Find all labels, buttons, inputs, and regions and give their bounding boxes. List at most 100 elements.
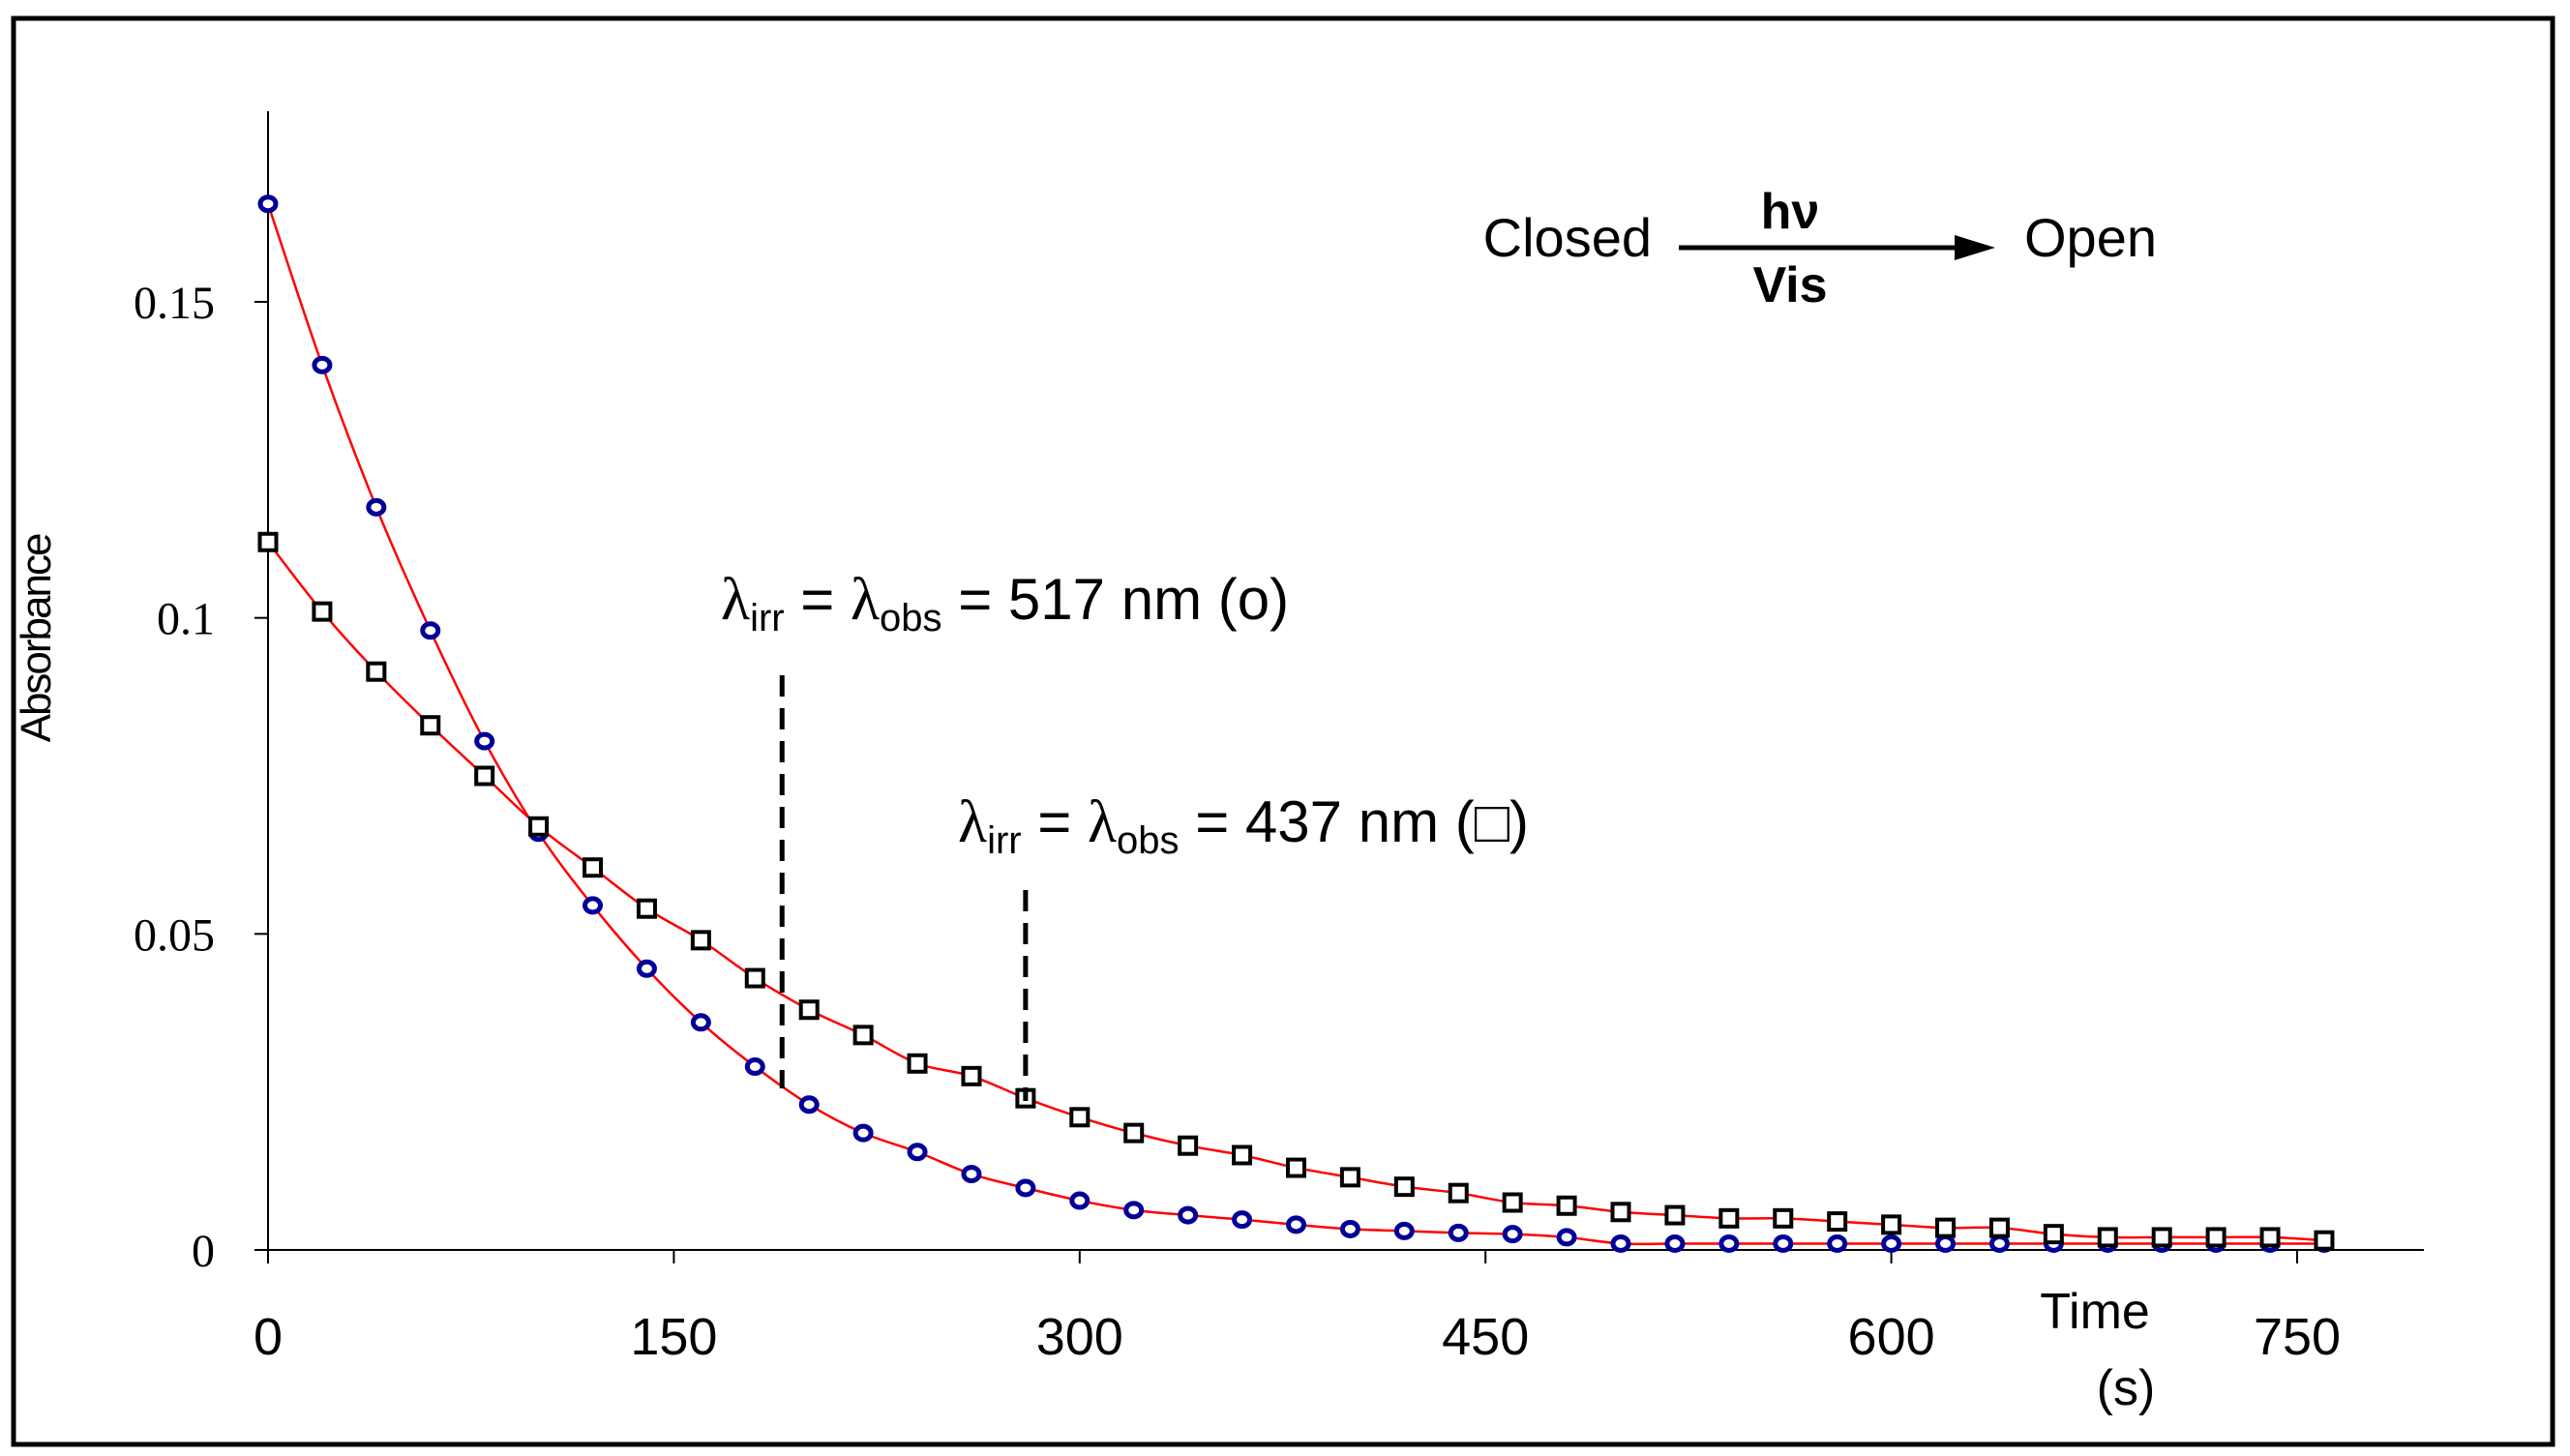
- y-tick-label: 0.1: [157, 594, 215, 645]
- label-517: λirr = λobs = 517 nm (o): [721, 567, 1289, 639]
- data-point-square: [1448, 1182, 1469, 1203]
- data-point-circle: [690, 1013, 711, 1032]
- label-437-sub1: irr: [987, 819, 1022, 862]
- data-point-square: [583, 857, 604, 878]
- data-point-square: [2205, 1227, 2226, 1248]
- data-point-circle: [312, 355, 333, 374]
- data-point-square: [2097, 1227, 2118, 1248]
- data-point-square: [2259, 1227, 2281, 1248]
- data-point-square: [312, 601, 333, 622]
- reaction-to: Open: [2024, 207, 2157, 268]
- data-point-circle: [1339, 1219, 1360, 1238]
- data-point-circle: [1664, 1233, 1686, 1253]
- x-axis-label-line2: (s): [2097, 1360, 2156, 1416]
- x-tick-label: 750: [2254, 1308, 2341, 1366]
- data-point-square: [1502, 1192, 1523, 1213]
- label-437-rest: = 437 nm (□): [1180, 789, 1529, 854]
- data-point-square: [744, 967, 765, 989]
- reaction-from: Closed: [1483, 207, 1652, 268]
- data-point-square: [1178, 1135, 1199, 1156]
- label-437: λirr = λobs = 437 nm (□): [958, 789, 1529, 862]
- data-point-square: [1718, 1207, 1740, 1229]
- data-point-square: [1069, 1107, 1091, 1128]
- data-point-circle: [907, 1143, 928, 1162]
- label-437-lambda1: λ: [958, 789, 987, 855]
- data-point-circle: [1773, 1233, 1794, 1253]
- data-point-circle: [257, 194, 279, 214]
- ticks: 0 150 300 450 600 750 0 0.05 0.1 0.15: [134, 278, 2341, 1366]
- label-437-lambda2: λ: [1088, 789, 1117, 855]
- data-point-square: [2043, 1224, 2064, 1245]
- data-point-circle: [1610, 1233, 1631, 1253]
- data-point-circle: [1015, 1178, 1036, 1198]
- data-point-square: [1773, 1207, 1794, 1229]
- data-point-circle: [366, 497, 387, 517]
- data-point-square: [1935, 1217, 1957, 1238]
- data-point-circle: [1718, 1233, 1740, 1253]
- y-tick-label: 0.15: [134, 278, 215, 329]
- data-point-square: [2151, 1227, 2172, 1248]
- data-point-circle: [474, 731, 495, 751]
- label-517-eq1: =: [785, 567, 851, 632]
- data-point-square: [2314, 1230, 2335, 1251]
- data-point-circle: [1393, 1221, 1415, 1240]
- x-tick-label: 450: [1442, 1308, 1529, 1366]
- data-point-circle: [1881, 1233, 1902, 1253]
- label-437-eq1: =: [1022, 789, 1088, 854]
- data-point-circle: [1988, 1233, 2010, 1253]
- data-point-square: [1339, 1167, 1360, 1188]
- data-point-square: [420, 715, 441, 736]
- annotation-lines: [779, 675, 1029, 1101]
- data-point-square: [1827, 1211, 1848, 1233]
- reaction-above-arrow: hν: [1761, 184, 1820, 240]
- data-point-square: [257, 531, 279, 552]
- y-tick-label: 0: [192, 1226, 215, 1277]
- data-point-circle: [1502, 1225, 1523, 1244]
- data-point-square: [474, 765, 495, 787]
- data-point-square: [1556, 1195, 1577, 1216]
- data-point-circle: [420, 621, 441, 640]
- data-markers: [257, 194, 2335, 1253]
- data-point-square: [961, 1065, 982, 1086]
- data-point-square: [852, 1025, 874, 1046]
- x-tick-label: 600: [1848, 1308, 1935, 1366]
- label-517-lambda1: λ: [721, 567, 750, 633]
- data-point-circle: [961, 1165, 982, 1184]
- data-point-circle: [744, 1057, 765, 1077]
- data-point-circle: [1285, 1215, 1306, 1234]
- y-tick-label: 0.05: [134, 909, 215, 961]
- data-point-circle: [852, 1123, 874, 1143]
- reaction-arrow-head: [1955, 235, 1995, 260]
- data-point-square: [528, 816, 550, 837]
- label-517-sub2: obs: [880, 597, 942, 639]
- data-point-square: [1123, 1122, 1145, 1144]
- data-point-circle: [1827, 1233, 1848, 1253]
- data-point-circle: [1448, 1223, 1469, 1242]
- data-point-square: [1881, 1214, 1902, 1235]
- x-tick-label: 150: [630, 1308, 717, 1366]
- data-point-square: [1988, 1217, 2010, 1238]
- label-517-rest: = 517 nm (o): [942, 567, 1290, 632]
- data-point-circle: [1935, 1233, 1957, 1253]
- data-point-circle: [636, 959, 657, 978]
- data-point-square: [690, 930, 711, 951]
- x-tick-label: 0: [254, 1308, 283, 1366]
- x-axis-label-line1: Time: [2040, 1284, 2150, 1340]
- data-point-square: [798, 999, 820, 1021]
- data-point-circle: [798, 1095, 820, 1114]
- data-point-square: [1285, 1157, 1306, 1178]
- label-517-sub1: irr: [750, 597, 785, 639]
- data-point-square: [1610, 1202, 1631, 1223]
- data-point-circle: [1123, 1201, 1145, 1220]
- data-point-circle: [1556, 1228, 1577, 1247]
- label-517-lambda2: λ: [851, 567, 880, 633]
- y-axis-label: Absorbance: [13, 534, 60, 742]
- data-point-square: [1393, 1176, 1415, 1198]
- reaction-scheme: Closed hν Vis Open: [1483, 184, 2157, 313]
- data-point-square: [1664, 1204, 1686, 1226]
- label-437-sub2: obs: [1117, 819, 1180, 862]
- x-tick-label: 300: [1036, 1308, 1123, 1366]
- data-point-circle: [1069, 1191, 1091, 1210]
